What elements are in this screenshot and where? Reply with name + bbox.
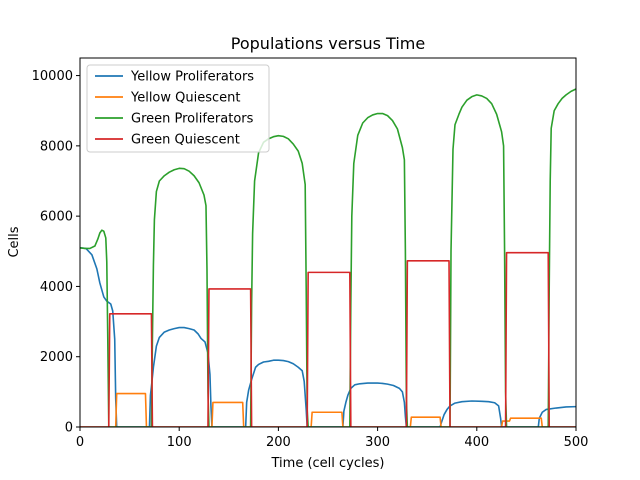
series-layer bbox=[80, 88, 576, 427]
y-tick-label: 6000 bbox=[40, 210, 73, 225]
legend: Yellow Proliferators Yellow Quiescent Gree… bbox=[86, 64, 270, 153]
x-tick-label: 0 bbox=[76, 435, 84, 450]
y-tick-label: 0 bbox=[65, 421, 73, 436]
x-tick-label: 300 bbox=[365, 435, 390, 450]
y-tick-label: 4000 bbox=[40, 280, 73, 295]
legend-box bbox=[86, 64, 270, 153]
plot-area bbox=[79, 57, 577, 428]
x-tick-label: 400 bbox=[464, 435, 489, 450]
x-axis-ticks: 0 100 200 300 400 500 bbox=[76, 427, 589, 450]
series-line-green-quiescent bbox=[80, 251, 576, 427]
x-tick-label: 100 bbox=[167, 435, 192, 450]
y-axis-label: Cells bbox=[7, 226, 22, 257]
y-axis-ticks: 0 2000 4000 6000 8000 10000 bbox=[32, 69, 80, 436]
x-axis-label: Time (cell cycles) bbox=[271, 456, 385, 471]
axes-frame bbox=[79, 57, 577, 428]
chart-title: Populations versus Time bbox=[231, 34, 425, 53]
x-tick-label: 200 bbox=[266, 435, 291, 450]
y-tick-label: 10000 bbox=[32, 69, 73, 84]
legend-entry: Green Proliferators bbox=[131, 112, 254, 127]
legend-entry: Green Quiescent bbox=[131, 133, 240, 148]
y-tick-label: 2000 bbox=[40, 350, 73, 365]
x-tick-label: 500 bbox=[564, 435, 589, 450]
y-tick-label: 8000 bbox=[40, 139, 73, 154]
legend-entry: Yellow Quiescent bbox=[130, 91, 241, 106]
series-line-yellow-quiescent bbox=[80, 392, 576, 427]
legend-entry: Yellow Proliferators bbox=[130, 70, 254, 85]
